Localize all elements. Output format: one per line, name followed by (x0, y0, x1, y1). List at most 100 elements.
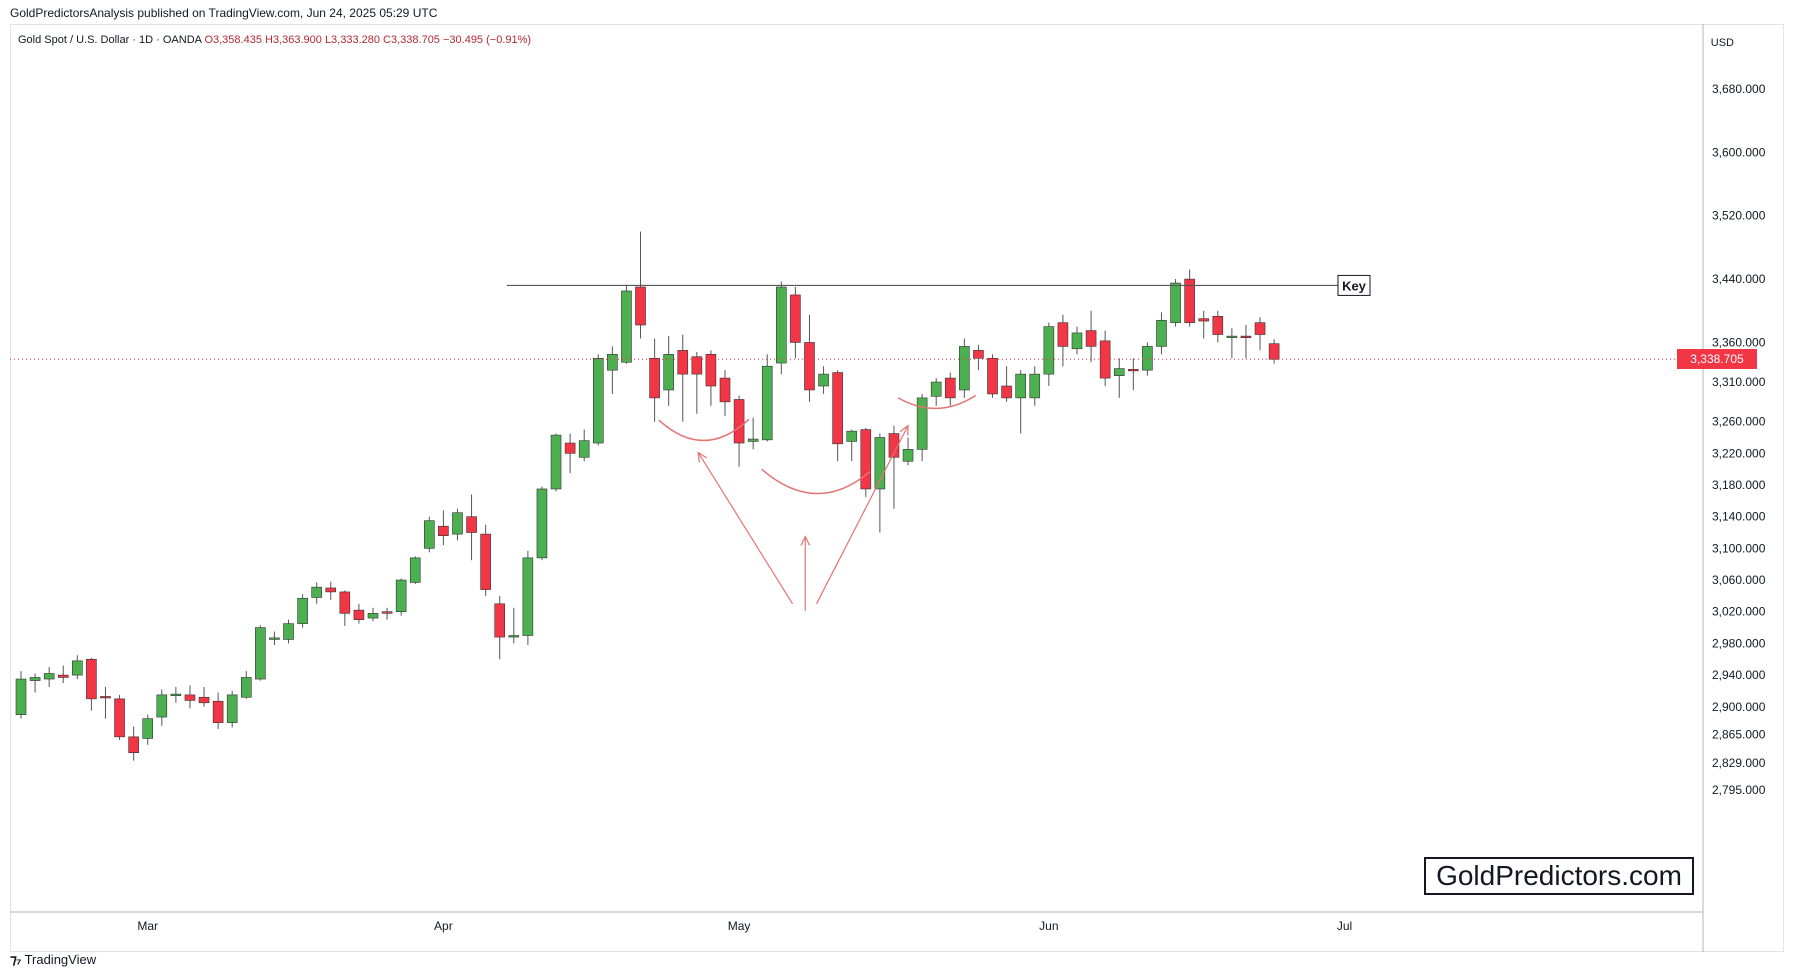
footer[interactable]: ⁊₇ TradingView (10, 951, 96, 968)
candle-down (1128, 369, 1139, 372)
candle-down (381, 611, 393, 614)
price-tick-label: 3,600.000 (1712, 145, 1766, 159)
candle-up (916, 397, 928, 450)
price-tick-label: 3,180.000 (1712, 478, 1766, 492)
candle-down (832, 372, 843, 445)
time-tick-label: May (728, 919, 751, 933)
candle-down (691, 356, 703, 375)
pattern-arrowhead (899, 424, 909, 436)
candle-down (987, 357, 998, 395)
candle-down (353, 609, 365, 620)
candle-up (1142, 346, 1153, 371)
candle-up (846, 430, 858, 442)
candle-up (226, 694, 238, 723)
time-tick-label: Mar (137, 919, 158, 933)
candle-up (874, 437, 886, 490)
price-tick-label: 3,100.000 (1712, 541, 1766, 555)
tradingview-logo-icon[interactable]: ⁊₇ (10, 951, 22, 967)
price-tick-label: 3,520.000 (1712, 209, 1766, 223)
candle-down (57, 674, 69, 678)
candle-up (1226, 335, 1238, 338)
candle-down (1268, 343, 1280, 360)
symbol-legend: Gold Spot / U.S. Dollar · 1D · OANDA O3,… (18, 34, 531, 46)
candle-down (1184, 278, 1195, 323)
candle-down (494, 603, 506, 638)
key-label-box (1337, 274, 1371, 296)
candle-up (1170, 282, 1181, 323)
candle-up (424, 520, 435, 549)
candle-up (452, 512, 463, 535)
candle-down (1001, 385, 1012, 399)
candle-down (1085, 330, 1097, 347)
candle-up (72, 660, 83, 676)
candle-up (43, 673, 55, 680)
candle-up (508, 635, 520, 638)
candle-down (86, 658, 97, 700)
candle-down (649, 357, 660, 399)
candle-up (156, 694, 168, 718)
candle-up (536, 488, 548, 559)
watermark: GoldPredictors.com (1424, 857, 1694, 895)
currency-label[interactable]: USD (1710, 37, 1734, 49)
annotations: Key (10, 274, 1703, 611)
price-tick-label: 2,795.000 (1712, 783, 1766, 797)
pattern-arrowhead (697, 451, 708, 463)
price-tick-label: 3,140.000 (1712, 510, 1766, 524)
tradingview-brand[interactable]: TradingView (24, 952, 97, 967)
price-tick-label: 3,680.000 (1712, 82, 1766, 96)
time-tick-label: Jun (1039, 919, 1058, 933)
price-tick-label: 3,310.000 (1712, 375, 1766, 389)
price-tick-label: 3,360.000 (1712, 335, 1766, 349)
published-line: GoldPredictorsAnalysis published on Trad… (10, 6, 438, 20)
candle-up (930, 381, 942, 397)
candle-up (1156, 319, 1167, 347)
price-axis: 3,680.000 3,600.000 3,520.000 3,440.000 3,36… (1702, 24, 1766, 952)
pattern-arc (761, 468, 871, 495)
candle-down (719, 377, 731, 403)
time-tick-label: Apr (434, 919, 453, 933)
candle-down (100, 696, 111, 699)
price-tick-label: 2,829.000 (1712, 756, 1766, 770)
candle-down (466, 516, 477, 533)
candle-up (409, 557, 421, 583)
candle-down (705, 354, 717, 387)
candle-up (959, 346, 970, 391)
candle-down (480, 533, 491, 590)
candle-up (297, 597, 308, 624)
candle-down (1254, 322, 1266, 335)
pattern-arrow (815, 425, 909, 605)
price-tick-label: 3,020.000 (1712, 605, 1766, 619)
candle-down (733, 399, 745, 444)
candle-down (114, 698, 125, 738)
candle-up (1071, 332, 1083, 350)
candle-down (339, 591, 351, 614)
candle-up (776, 286, 787, 364)
candle-up (367, 613, 379, 619)
candle-up (1113, 368, 1125, 377)
candle-down (790, 294, 801, 343)
candle-down (198, 696, 210, 704)
pattern-arrowhead (800, 535, 811, 546)
candle-up (269, 637, 280, 640)
candle-up (522, 557, 534, 636)
price-tick-label: 2,980.000 (1712, 636, 1766, 650)
candles (15, 231, 1280, 761)
last-price-tag: 3,338.705 (1677, 349, 1757, 370)
candle-up (902, 449, 914, 462)
candle-down (804, 342, 815, 391)
candle-up (170, 693, 182, 696)
candle-up (578, 440, 590, 458)
candle-down (860, 429, 872, 490)
candle-down (212, 700, 224, 723)
key-label: Key (1342, 278, 1367, 293)
candle-up (283, 623, 294, 640)
candle-up (29, 677, 41, 681)
candle-down (564, 442, 576, 454)
candle-up (395, 579, 407, 613)
price-tick-label: 3,260.000 (1712, 415, 1766, 429)
candle-down (1212, 316, 1224, 335)
symbol-line: Gold Spot / U.S. Dollar · 1D · OANDA (18, 34, 202, 46)
candle-up (1015, 373, 1026, 399)
candle-down (973, 350, 984, 359)
